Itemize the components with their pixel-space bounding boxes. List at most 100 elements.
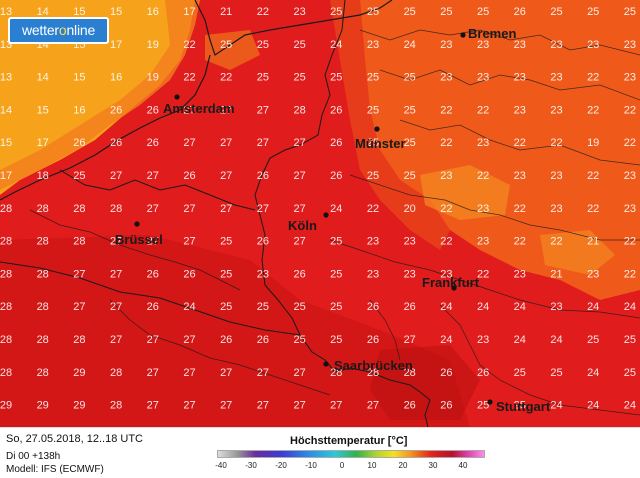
grid-value: 23: [550, 170, 562, 182]
grid-value: 16: [73, 104, 85, 116]
grid-value: 25: [367, 170, 379, 182]
grid-value: 24: [330, 39, 342, 51]
grid-value: 26: [73, 137, 85, 149]
city-label[interactable]: Frankfurt: [422, 275, 480, 290]
grid-value: 27: [404, 334, 416, 346]
grid-value: 22: [514, 137, 526, 149]
grid-value: 23: [477, 137, 489, 149]
grid-value: 26: [440, 367, 452, 379]
grid-value: 27: [220, 137, 232, 149]
grid-value: 28: [73, 236, 85, 248]
grid-value: 29: [37, 400, 49, 412]
grid-value: 21: [550, 268, 562, 280]
grid-value: 22: [477, 170, 489, 182]
grid-value: 26: [220, 334, 232, 346]
cool-patch-3: [205, 30, 260, 70]
grid-value: 23: [367, 236, 379, 248]
grid-value: 27: [293, 367, 305, 379]
border-luxembourg: [299, 334, 421, 393]
grid-value: 28: [37, 334, 49, 346]
grid-value: 17: [0, 170, 12, 182]
grid-value: 27: [293, 203, 305, 215]
grid-value: 28: [37, 301, 49, 313]
cool-patch-1: [420, 165, 510, 220]
city-label[interactable]: Amsterdam: [163, 101, 235, 116]
grid-value: 27: [147, 400, 159, 412]
grid-value: 24: [587, 301, 599, 313]
grid-value: 28: [404, 367, 416, 379]
grid-value: 23: [624, 39, 636, 51]
grid-value: 27: [183, 236, 195, 248]
city-label[interactable]: Brüssel: [115, 232, 163, 247]
grid-value: 25: [367, 137, 379, 149]
grid-value: 25: [330, 236, 342, 248]
grid-value: 27: [73, 268, 85, 280]
grid-value: 28: [37, 367, 49, 379]
grid-value: 28: [0, 203, 12, 215]
model-info: Modell: IFS (ECMWF): [6, 464, 104, 475]
grid-value: 23: [587, 268, 599, 280]
grid-value: 26: [147, 104, 159, 116]
grid-value: 28: [37, 236, 49, 248]
grid-value: 24: [330, 203, 342, 215]
city-label[interactable]: Stuttgart: [496, 399, 551, 414]
city-label[interactable]: Bremen: [468, 26, 516, 41]
city-dot: [451, 285, 457, 291]
grid-value: 22: [550, 137, 562, 149]
grid-value: 28: [0, 236, 12, 248]
northeast-blend: [330, 0, 450, 250]
grid-value: 25: [404, 6, 416, 18]
footer-panel: So, 27.05.2018, 12..18 UTC Di 00 +138h M…: [0, 427, 640, 478]
grid-value: 25: [367, 104, 379, 116]
grid-value: 24: [624, 301, 636, 313]
grid-value: 25: [220, 301, 232, 313]
grid-value: 14: [37, 72, 49, 84]
grid-value: 21: [220, 6, 232, 18]
legend-title: Höchsttemperatur [°C]: [290, 435, 408, 447]
grid-value: 29: [73, 400, 85, 412]
grid-value: 22: [220, 72, 232, 84]
grid-value: 17: [183, 6, 195, 18]
grid-value: 24: [440, 334, 452, 346]
coastline: [0, 0, 393, 201]
city-dot: [487, 399, 493, 405]
grid-value: 22: [587, 104, 599, 116]
forecast-date: So, 27.05.2018, 12..18 UTC: [6, 433, 143, 445]
grid-value: 23: [514, 170, 526, 182]
grid-value: 24: [183, 301, 195, 313]
grid-value: 27: [257, 137, 269, 149]
city-label[interactable]: Saarbrücken: [334, 358, 413, 373]
grid-value: 23: [624, 170, 636, 182]
grid-value: 24: [587, 367, 599, 379]
grid-value: 23: [550, 104, 562, 116]
grid-value: 25: [330, 334, 342, 346]
wetteronline-logo: wetteronline: [8, 17, 109, 44]
temperature-values: 13 14 15 15 16 17 21 22 23 25 25 25 25 25 26 25 25 25 13 14…: [0, 6, 636, 412]
grid-value: 26: [330, 137, 342, 149]
grid-value: 25: [404, 72, 416, 84]
grid-value: 25: [293, 301, 305, 313]
grid-value: 28: [73, 203, 85, 215]
temperature-map[interactable]: 13 14 15 15 16 17 21 22 23 25 25 25 25 25 26 25 25 25 13 14…: [0, 0, 640, 427]
city-label[interactable]: Köln: [288, 218, 317, 233]
grid-value: 25: [550, 6, 562, 18]
grid-value: 26: [440, 400, 452, 412]
grid-value: 22: [367, 203, 379, 215]
grid-value: 27: [257, 367, 269, 379]
grid-value: 28: [110, 400, 122, 412]
grid-value: 26: [183, 268, 195, 280]
grid-value: 25: [220, 39, 232, 51]
grid-value: 15: [37, 104, 49, 116]
grid-value: 15: [73, 72, 85, 84]
grid-value: 27: [257, 400, 269, 412]
grid-value: 28: [330, 367, 342, 379]
grid-value: 20: [404, 203, 416, 215]
grid-value: 26: [110, 104, 122, 116]
grid-value: 23: [550, 203, 562, 215]
grid-value: 22: [514, 203, 526, 215]
city-label[interactable]: Münster: [355, 136, 406, 151]
grid-value: 26: [330, 170, 342, 182]
grid-value: 26: [147, 301, 159, 313]
grid-value: 14: [37, 6, 49, 18]
grid-value: 26: [147, 137, 159, 149]
